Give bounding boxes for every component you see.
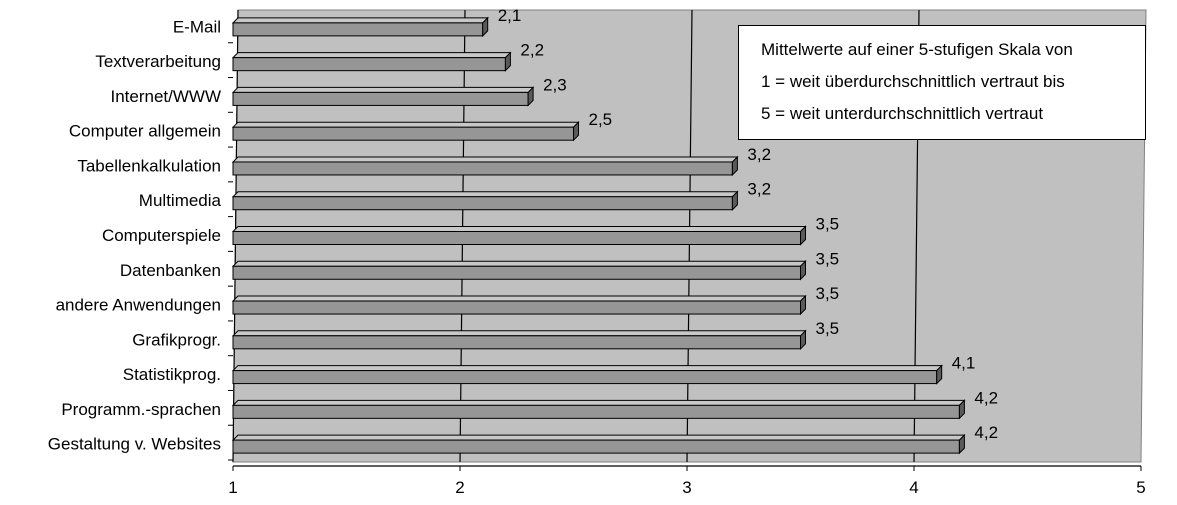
bar-end: [731, 155, 738, 177]
category-label: andere Anwendungen: [56, 296, 221, 315]
bar-top: [231, 191, 739, 198]
bar: [232, 126, 574, 141]
bar-end: [958, 399, 965, 420]
x-tick-label: 2: [455, 478, 464, 497]
bar: [232, 265, 801, 280]
bar-top: [231, 86, 535, 93]
bar-end: [936, 364, 943, 385]
data-label: 4,2: [974, 388, 998, 407]
bar-top: [231, 399, 966, 406]
bar-end: [482, 16, 489, 38]
data-label: 2,2: [520, 41, 544, 60]
bar-end: [731, 190, 738, 211]
bar: [232, 57, 506, 72]
data-label: 2,1: [498, 6, 522, 25]
bar: [232, 196, 733, 211]
bar-end: [958, 433, 965, 455]
note-line-1: Mittelwerte auf einer 5-stufigen Skala v…: [761, 40, 1073, 59]
bar-top: [231, 365, 943, 372]
legend-note-box: Mittelwerte auf einer 5-stufigen Skala v…: [738, 25, 1146, 140]
data-label: 3,5: [816, 284, 840, 303]
category-label: Computer allgemein: [69, 122, 221, 141]
category-label: Multimedia: [139, 191, 222, 210]
data-label: 3,5: [816, 249, 840, 268]
bar-top: [231, 121, 580, 128]
data-label: 3,2: [747, 180, 771, 199]
category-label: Computerspiele: [102, 226, 221, 245]
bar-end: [527, 86, 534, 107]
bar-end: [800, 225, 806, 246]
x-tick-label: 4: [909, 478, 918, 497]
category-label: Textverarbeitung: [95, 52, 221, 71]
data-label: 2,5: [589, 110, 613, 129]
note-line-3: 5 = weit unterdurchschnittlich vertraut: [761, 104, 1044, 123]
data-label: 3,5: [816, 215, 840, 234]
bar: [232, 370, 938, 385]
category-label: Tabellenkalkulation: [77, 156, 221, 175]
bar-end: [573, 120, 579, 142]
data-label: 4,1: [952, 354, 976, 373]
bar: [232, 22, 484, 37]
category-label: Datenbanken: [120, 261, 221, 280]
note-line-2: 1 = weit überdurchschnittlich vertraut b…: [761, 72, 1065, 91]
data-label: 4,2: [974, 423, 998, 442]
bar-top: [231, 434, 966, 441]
category-label: Programm.-sprachen: [61, 400, 221, 419]
bar: [232, 231, 801, 245]
bar-top: [231, 295, 807, 302]
x-tick-label: 5: [1136, 478, 1145, 497]
bar-top: [231, 260, 807, 267]
category-label: Grafikprogr.: [132, 330, 221, 349]
category-label: Gestaltung v. Websites: [48, 435, 221, 454]
category-label: E-Mail: [173, 17, 221, 36]
bar-top: [231, 17, 489, 24]
bar-top: [231, 226, 807, 232]
bar-top: [231, 52, 512, 59]
data-label: 3,5: [816, 319, 840, 338]
bar-end: [800, 260, 806, 281]
bar: [232, 439, 960, 454]
category-label: Internet/WWW: [110, 87, 221, 106]
bar-end: [800, 294, 806, 316]
bar-top: [231, 330, 807, 337]
x-tick-label: 1: [228, 478, 237, 497]
bar-top: [231, 156, 739, 163]
bar: [232, 335, 801, 350]
data-label: 2,3: [543, 75, 567, 94]
x-tick-label: 3: [682, 478, 691, 497]
bar: [232, 91, 529, 106]
bar-end: [800, 329, 806, 351]
data-label: 3,2: [747, 145, 771, 164]
bar: [232, 404, 960, 419]
category-label: Statistikprog.: [123, 365, 221, 384]
bar-end: [504, 51, 511, 72]
bar: [232, 300, 801, 315]
bar: [232, 161, 733, 176]
